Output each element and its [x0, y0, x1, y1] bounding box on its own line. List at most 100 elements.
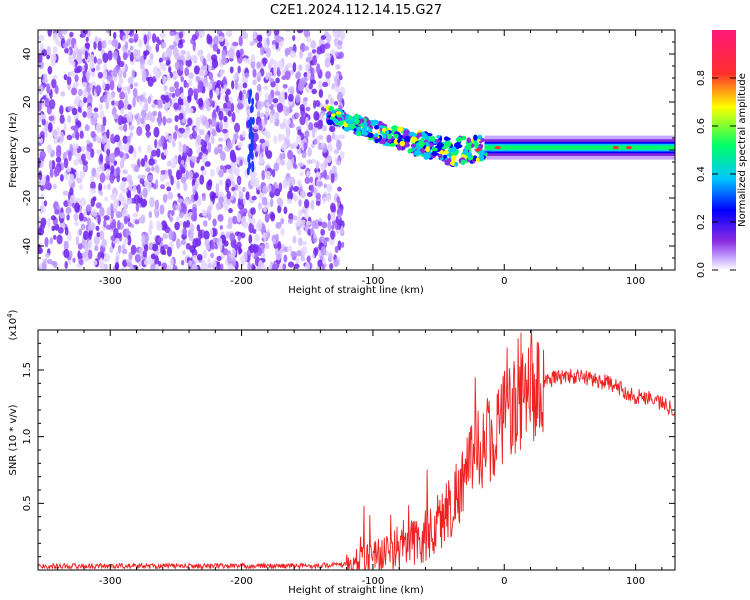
spectrogram-noise-blob [198, 97, 204, 108]
spectrogram-noise-blob [292, 34, 296, 42]
spectrogram-noise-blob [211, 260, 217, 270]
spectrogram-noise-blob [304, 199, 310, 209]
spectrogram-noise-blob [333, 149, 340, 155]
spectrogram-signal-blob [393, 133, 399, 139]
spectrogram-noise-blob [66, 134, 73, 141]
spectrogram-noise-blob [319, 236, 325, 241]
spectrogram-noise-blob [303, 96, 308, 102]
spectrogram-noise-blob [218, 169, 224, 178]
spectrogram-noise-blob [66, 76, 72, 86]
spectrogram-x-axis-label: Height of straight line (km) [288, 285, 424, 296]
spectrogram-noise-blob [263, 116, 268, 123]
spectrogram-noise-blob [305, 57, 312, 63]
spectrogram-signal-blob [455, 136, 463, 143]
spectrogram-noise-blob [72, 50, 77, 60]
spectrogram-noise-blob [210, 135, 215, 144]
spectrogram-noise-blob [110, 209, 114, 220]
spectrogram-noise-blob [326, 134, 332, 143]
spectrogram-noise-blob [119, 144, 123, 152]
spectrogram-noise-blob [104, 196, 108, 202]
spectrogram-noise-blob [279, 122, 286, 130]
spectrogram-noise-blob [201, 209, 207, 217]
spectrogram-noise-blob [151, 166, 155, 172]
spectrogram-noise-blob [309, 176, 314, 184]
spectrogram-noise-blob [233, 132, 239, 141]
spectrogram-noise-blob [304, 176, 311, 185]
spectrogram-noise-blob [64, 260, 69, 269]
spectrogram-noise-blob [336, 45, 343, 50]
spectrogram-noise-blob [127, 189, 132, 201]
spectrogram-noise-blob [129, 131, 134, 139]
spectrogram-noise-blob [103, 219, 107, 228]
spectrogram-noise-blob [89, 175, 95, 183]
spectrogram-noise-blob [279, 200, 284, 208]
snr-x-tick-label: 0 [501, 576, 507, 587]
spectrogram-noise-blob [263, 207, 267, 213]
spectrogram-noise-blob [337, 186, 342, 192]
spectrogram-noise-blob [126, 262, 132, 268]
spectrogram-signal-blob [361, 131, 369, 136]
spectrogram-y-tick-label: 0 [22, 147, 33, 153]
spectrogram-noise-blob [103, 39, 107, 49]
snr-x-tick-label: 100 [626, 576, 645, 587]
spectrogram-noise-field [38, 30, 346, 270]
spectrogram-noise-blob [197, 82, 204, 93]
spectrogram-noise-blob [242, 221, 249, 229]
spectrogram-noise-blob [174, 124, 178, 132]
spectrogram-noise-blob [180, 76, 184, 83]
spectrogram-signal-blob [356, 126, 362, 131]
spectrogram-noise-blob [338, 134, 345, 140]
spectrogram-noise-blob [290, 250, 297, 258]
spectrogram-noise-blob [202, 220, 208, 227]
spectrogram-noise-blob [77, 252, 84, 260]
spectrogram-noise-blob [140, 200, 147, 208]
spectrogram-noise-blob [185, 197, 190, 206]
spectrogram-noise-blob [64, 226, 69, 236]
spectrogram-noise-blob [75, 235, 80, 246]
spectrogram-noise-blob [63, 74, 68, 81]
spectrogram-noise-blob [101, 163, 105, 174]
spectrogram-noise-blob [166, 162, 171, 168]
spectrogram-noise-blob [273, 102, 278, 108]
spectrogram-noise-blob [132, 185, 137, 194]
spectrogram-noise-blob [256, 189, 260, 195]
spectrogram-noise-blob [150, 253, 156, 260]
spectrogram-noise-blob [317, 259, 323, 268]
spectrogram-noise-blob [232, 41, 239, 47]
spectrogram-noise-blob [339, 30, 345, 41]
spectrogram-noise-blob [133, 82, 139, 87]
spectrogram-noise-blob [229, 66, 234, 74]
spectrogram-noise-blob [218, 110, 224, 121]
spectrogram-noise-blob [245, 191, 250, 201]
spectrogram-noise-blob [243, 99, 247, 107]
spectrogram-noise-blob [292, 162, 297, 169]
spectrogram-noise-blob [333, 100, 339, 106]
spectrogram-noise-blob [297, 228, 302, 236]
spectrogram-noise-blob [51, 260, 56, 266]
spectrogram-noise-blob [56, 234, 63, 245]
spectrogram-noise-blob [87, 224, 93, 231]
spectrogram-noise-blob [286, 159, 293, 171]
spectrogram-noise-blob [277, 241, 282, 250]
spectrogram-noise-blob [321, 124, 328, 132]
spectrogram-noise-blob [219, 69, 225, 76]
spectrogram-noise-blob [79, 183, 83, 191]
spectrogram-noise-blob [209, 124, 213, 133]
spectrogram-noise-blob [209, 228, 214, 237]
spectrogram-noise-blob [207, 64, 212, 72]
spectrogram-noise-blob [67, 230, 72, 242]
spectrogram-noise-blob [258, 124, 263, 131]
spectrogram-noise-blob [112, 67, 118, 78]
spectrogram-noise-blob [51, 78, 57, 89]
spectrogram-signal-blob [326, 119, 334, 126]
spectrogram-noise-blob [224, 164, 232, 170]
spectrogram-noise-blob [265, 72, 269, 80]
spectrogram-noise-blob [48, 115, 55, 122]
spectrogram-noise-blob [282, 179, 288, 189]
spectrogram-noise-blob [166, 117, 173, 124]
spectrogram-noise-blob [127, 135, 131, 143]
spectrogram-noise-blob [210, 118, 217, 127]
spectrogram-noise-blob [121, 248, 128, 255]
spectrogram-noise-blob [188, 72, 194, 80]
spectrogram-noise-blob [147, 95, 152, 105]
